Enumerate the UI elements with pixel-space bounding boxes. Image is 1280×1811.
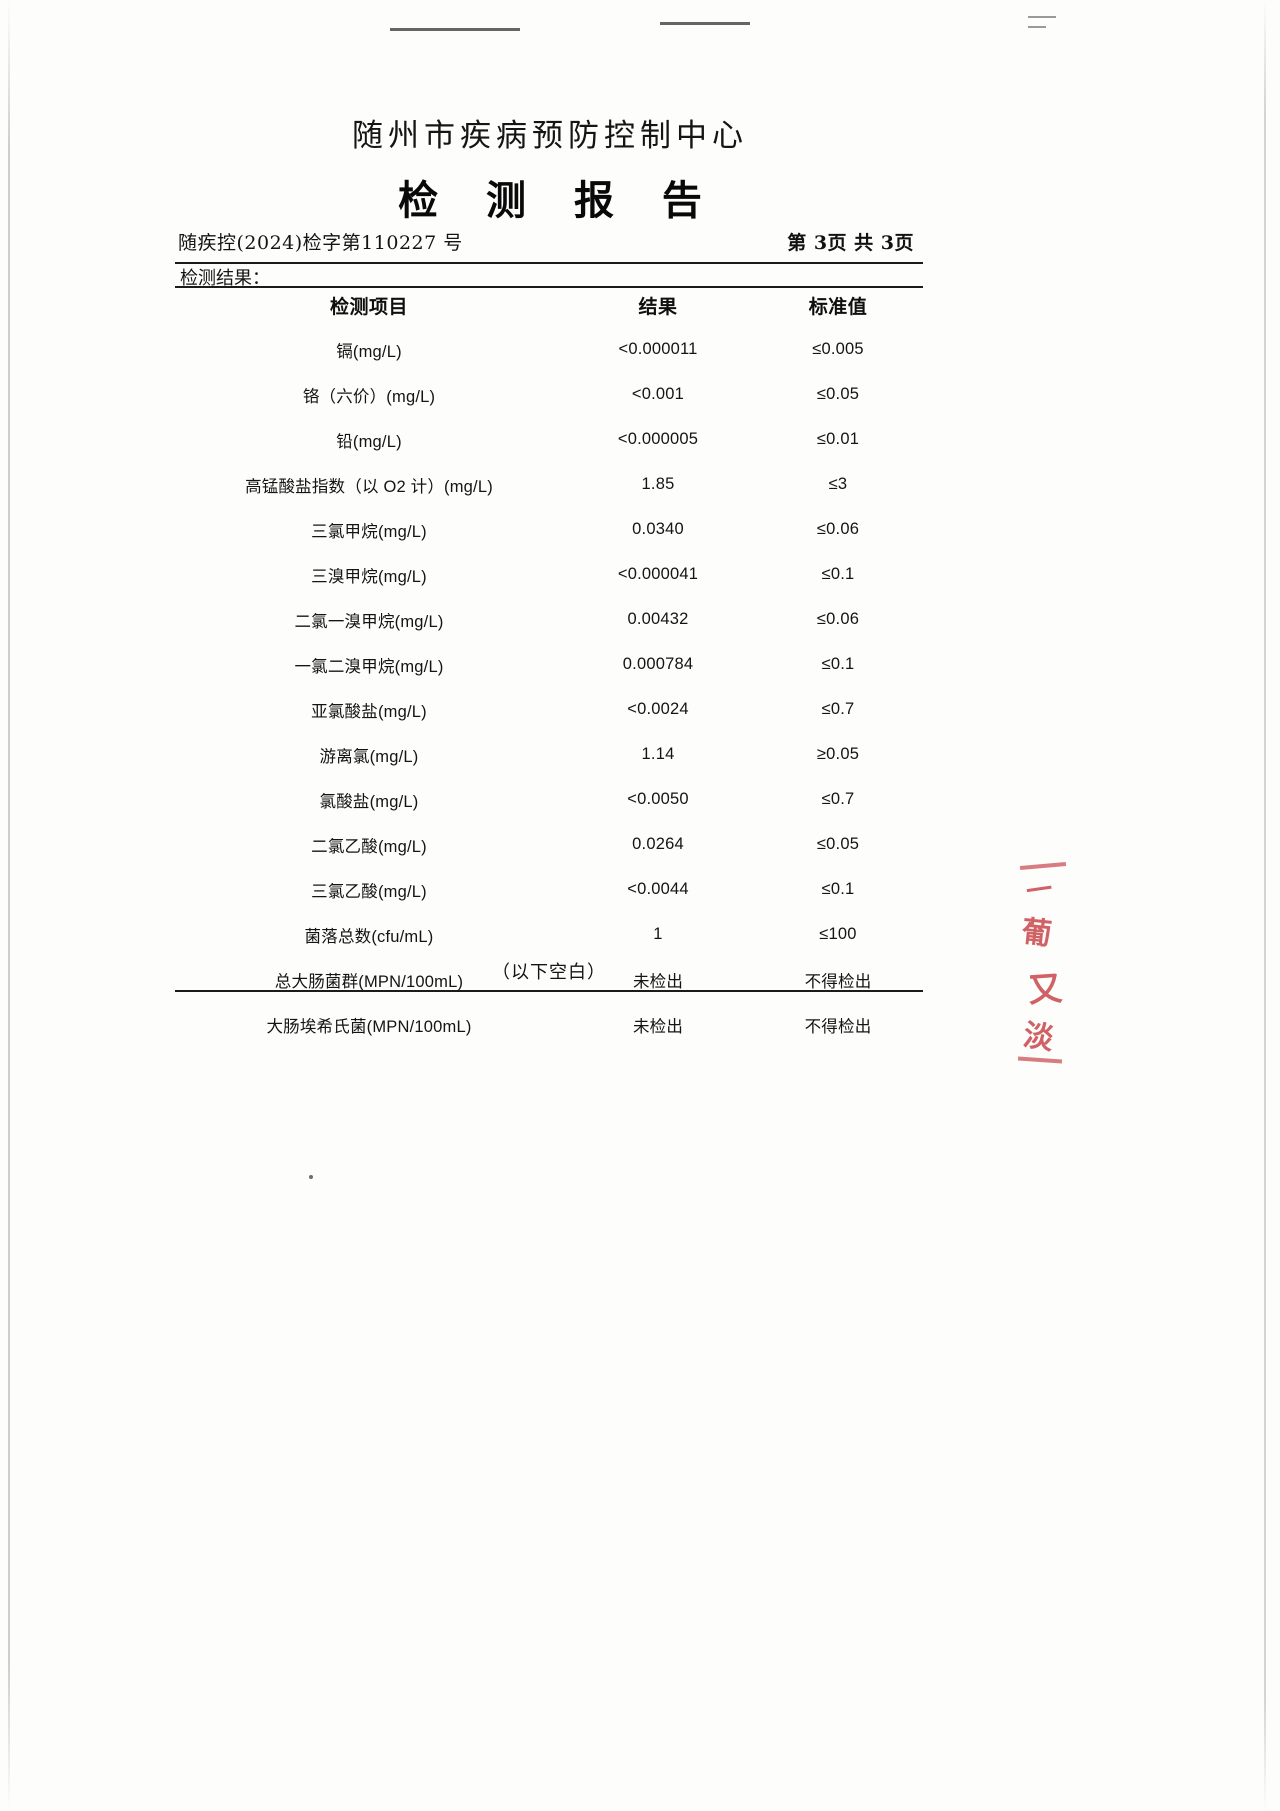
scan-edge-left (8, 0, 10, 1811)
cell-standard: ≤3 (828, 475, 848, 493)
cell-result: <0.000011 (618, 340, 698, 358)
cell-item: 氯酸盐(mg/L) (319, 792, 419, 811)
cell-standard: ≤0.05 (816, 835, 860, 853)
table-row: 三溴甲烷(mg/L) <0.000041 ≤0.1 (175, 552, 923, 597)
rule-above-results-label (175, 262, 923, 264)
table-row: 亚氯酸盐(mg/L) <0.0024 ≤0.7 (175, 687, 923, 732)
cell-result: 1.85 (641, 475, 675, 493)
column-header-result: 结果 (638, 296, 678, 318)
table-row: 三氯乙酸(mg/L) <0.0044 ≤0.1 (175, 867, 923, 912)
cell-result: <0.0044 (627, 880, 689, 898)
seal-character: 一 (1024, 874, 1055, 908)
cell-standard: ≤0.06 (816, 520, 860, 538)
blank-below-note: （以下空白） (492, 962, 606, 983)
organization-name: 随州市疾病预防控制中心 (352, 118, 748, 154)
cell-result: <0.000041 (617, 565, 699, 583)
cell-standard: ≤0.7 (821, 700, 855, 718)
cell-result: <0.0050 (627, 790, 689, 808)
table-row: 氯酸盐(mg/L) <0.0050 ≤0.7 (175, 777, 923, 822)
report-number: 随疾控(2024)检字第110227 号 (178, 232, 463, 254)
scan-tick-top-right (1028, 16, 1056, 18)
scan-edge-right (1264, 0, 1266, 1811)
cell-result: 0.0340 (632, 520, 684, 538)
table-row: 高锰酸盐指数（以 O2 计）(mg/L) 1.85 ≤3 (175, 462, 923, 507)
cell-standard: ≤100 (819, 925, 857, 943)
table-row: 二氯乙酸(mg/L) 0.0264 ≤0.05 (175, 822, 923, 867)
cell-standard: ≤0.7 (821, 790, 855, 808)
cell-standard: 不得检出 (804, 1017, 872, 1036)
page-title: 检 测 报 告 (398, 177, 719, 224)
cell-item: 铬（六价）(mg/L) (302, 387, 436, 406)
cell-item: 三溴甲烷(mg/L) (311, 567, 427, 586)
test-results-table: 检测项目 结果 标准值 镉(mg/L) <0.000011 ≤0.005 铬（六… (175, 288, 923, 1047)
results-section-label: 检测结果： (180, 268, 270, 289)
cell-standard: 不得检出 (804, 972, 872, 991)
cell-standard: ≤0.01 (816, 430, 860, 448)
cell-item: 菌落总数(cfu/mL) (304, 927, 434, 946)
cell-result: 1 (653, 925, 663, 943)
cell-item: 二氯乙酸(mg/L) (311, 837, 427, 856)
cell-result: 1.14 (641, 745, 675, 763)
table-row: 镉(mg/L) <0.000011 ≤0.005 (175, 327, 923, 372)
cell-item: 总大肠菌群(MPN/100mL) (274, 972, 464, 991)
table-header-row: 检测项目 结果 标准值 (175, 288, 923, 327)
table-body: 镉(mg/L) <0.000011 ≤0.005 铬（六价）(mg/L) <0.… (175, 327, 923, 1047)
seal-stroke-bottom (1017, 1056, 1063, 1064)
cell-standard: ≤0.1 (821, 655, 855, 673)
scan-tick-corner (1028, 26, 1046, 28)
cell-item: 亚氯酸盐(mg/L) (311, 702, 427, 721)
page-indicator: 第 3页 共 3页 (787, 232, 914, 254)
table-row: 铅(mg/L) <0.000005 ≤0.01 (175, 417, 923, 462)
cell-item: 三氯甲烷(mg/L) (311, 522, 427, 541)
seal-character: 葡 (1019, 914, 1054, 953)
cell-standard: ≤0.06 (816, 610, 860, 628)
cell-standard: ≥0.05 (816, 745, 860, 763)
seal-character: 又 (1026, 968, 1064, 1012)
table-row: 三氯甲烷(mg/L) 0.0340 ≤0.06 (175, 507, 923, 552)
cell-item: 一氯二溴甲烷(mg/L) (294, 657, 444, 676)
cell-standard: ≤0.005 (812, 340, 864, 358)
cell-item: 三氯乙酸(mg/L) (311, 882, 427, 901)
cell-result: <0.001 (631, 385, 685, 403)
scan-edge-top-right (660, 22, 750, 25)
red-seal-stamp: 一 葡 又 淡 (1012, 862, 1084, 1102)
table-row: 铬（六价）(mg/L) <0.001 ≤0.05 (175, 372, 923, 417)
table-row: 游离氯(mg/L) 1.14 ≥0.05 (175, 732, 923, 777)
report-meta-row: 随疾控(2024)检字第110227 号 第 3页 共 3页 (178, 228, 920, 255)
cell-result: <0.000005 (617, 430, 699, 448)
cell-result: <0.0024 (627, 700, 689, 718)
scan-speck (309, 1175, 313, 1179)
seal-character: 淡 (1020, 1017, 1057, 1058)
table-row: 二氯一溴甲烷(mg/L) 0.00432 ≤0.06 (175, 597, 923, 642)
rule-table-bottom (175, 990, 923, 992)
cell-standard: ≤0.1 (821, 565, 855, 583)
cell-item: 二氯一溴甲烷(mg/L) (294, 612, 444, 631)
cell-item: 镉(mg/L) (336, 342, 402, 361)
cell-standard: ≤0.1 (821, 880, 855, 898)
seal-stroke-top (1019, 862, 1067, 870)
cell-item: 高锰酸盐指数（以 O2 计）(mg/L) (245, 477, 493, 496)
table-row: 总大肠菌群(MPN/100mL) 未检出 不得检出 (175, 957, 923, 1002)
cell-item: 铅(mg/L) (336, 432, 402, 451)
cell-standard: ≤0.05 (816, 385, 860, 403)
column-header-item: 检测项目 (329, 296, 408, 318)
cell-result: 0.000784 (622, 655, 694, 673)
scan-edge-top (390, 28, 520, 31)
table-row: 菌落总数(cfu/mL) 1 ≤100 (175, 912, 923, 957)
cell-result: 0.0264 (632, 835, 684, 853)
cell-result: 0.00432 (627, 610, 689, 628)
cell-item: 游离氯(mg/L) (319, 747, 419, 766)
table-row: 大肠埃希氏菌(MPN/100mL) 未检出 不得检出 (175, 1002, 923, 1047)
table-row: 一氯二溴甲烷(mg/L) 0.000784 ≤0.1 (175, 642, 923, 687)
column-header-standard: 标准值 (808, 296, 868, 318)
cell-item: 大肠埃希氏菌(MPN/100mL) (266, 1017, 472, 1036)
cell-result: 未检出 (632, 972, 684, 991)
rule-below-results-label (175, 286, 923, 288)
cell-result: 未检出 (632, 1017, 684, 1036)
